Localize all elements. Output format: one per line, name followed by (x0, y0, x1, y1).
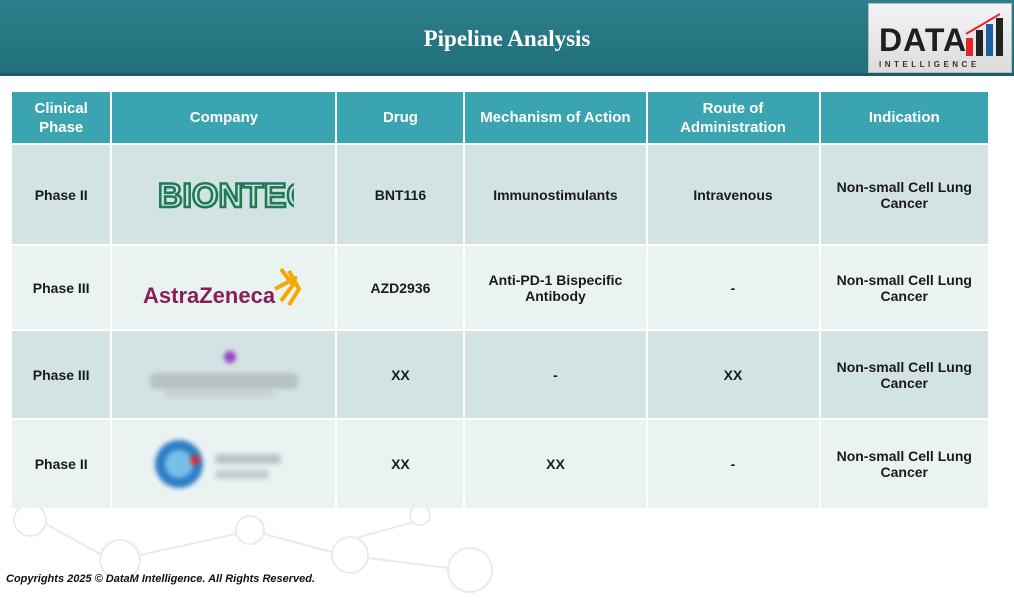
header-mechanism: Mechanism of Action (465, 92, 646, 143)
cell-drug: AZD2936 (337, 246, 464, 329)
table-row: Phase III AstraZeneca AZD2936 Anti-PD-1 … (12, 246, 988, 329)
cell-phase: Phase III (12, 331, 111, 418)
copyright-footer: Copyrights 2025 © DataM Intelligence. Al… (6, 573, 316, 585)
cell-indication: Non-small Cell Lung Cancer (820, 420, 988, 508)
table-row: Phase III XX - XX Non-small Cell Lung Ca… (12, 331, 988, 418)
blurred-company-logo (149, 350, 298, 397)
cell-moa: Immunostimulants (465, 145, 646, 244)
cell-company: BIONTECH (112, 145, 336, 244)
cell-phase: Phase II (12, 145, 111, 244)
table-row: Phase II XX XX - Non-small Cell Lung Can… (12, 420, 988, 508)
svg-text:BIONTECH: BIONTECH (158, 177, 294, 213)
pipeline-table: Clinical Phase Company Drug Mechanism of… (10, 90, 990, 510)
table-row: Phase II BIONTECH BNT116 Immunostimulant… (12, 145, 988, 244)
cell-drug: BNT116 (337, 145, 464, 244)
bar-chart-icon (965, 13, 1003, 56)
cell-route: Intravenous (647, 145, 819, 244)
page-title: Pipeline Analysis (423, 26, 591, 51)
cell-drug: XX (337, 331, 464, 418)
cell-company (112, 420, 336, 508)
cell-moa: XX (465, 420, 646, 508)
cell-route: - (647, 420, 819, 508)
cell-phase: Phase III (12, 246, 111, 329)
logo-wordmark: DATA (879, 22, 968, 58)
title-bar: Pipeline Analysis DATA INTELLIGENCE (0, 0, 1014, 76)
cell-route: - (647, 246, 819, 329)
cell-indication: Non-small Cell Lung Cancer (820, 331, 988, 418)
header-company: Company (112, 92, 336, 143)
cell-indication: Non-small Cell Lung Cancer (820, 145, 988, 244)
cell-indication: Non-small Cell Lung Cancer (820, 246, 988, 329)
cell-drug: XX (337, 420, 464, 508)
cell-route: XX (647, 331, 819, 418)
cell-moa: - (465, 331, 646, 418)
logo-tagline: INTELLIGENCE (879, 60, 980, 69)
cell-company (112, 331, 336, 418)
cell-moa: Anti-PD-1 Bispecific Antibody (465, 246, 646, 329)
table-header-row: Clinical Phase Company Drug Mechanism of… (12, 92, 988, 143)
molecule-background-decoration (13, 503, 493, 593)
datam-intelligence-logo: DATA INTELLIGENCE (868, 3, 1012, 73)
cell-company: AstraZeneca (112, 246, 336, 329)
astrazeneca-logo: AstraZeneca (143, 267, 302, 308)
header-indication: Indication (820, 92, 988, 143)
header-clinical-phase: Clinical Phase (12, 92, 111, 143)
astrazeneca-symbol-icon (273, 267, 302, 306)
blurred-company-logo (154, 440, 281, 488)
cell-phase: Phase II (12, 420, 111, 508)
svg-text:AstraZeneca: AstraZeneca (143, 283, 276, 308)
header-drug: Drug (337, 92, 464, 143)
biontech-logo: BIONTECH (157, 177, 294, 213)
header-route: Route of Administration (647, 92, 819, 143)
